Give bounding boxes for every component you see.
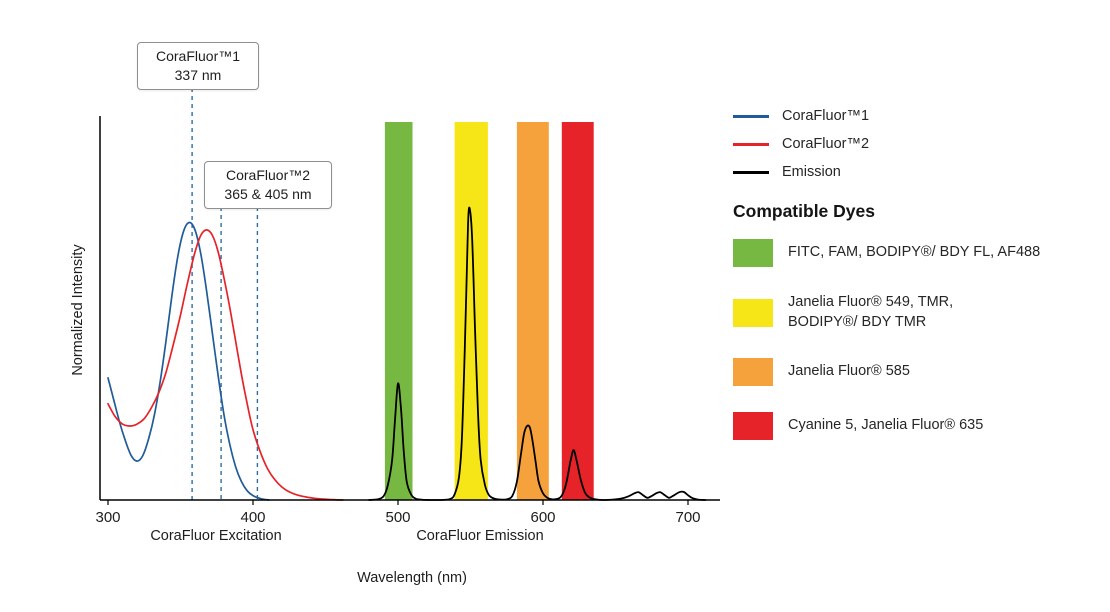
dye-item-green: FITC, FAM, BODIPY®/ BDY FL, AF488 [733,239,1040,267]
dye-color-swatch-orange [733,358,773,387]
compatible-dyes-title: Compatible Dyes [733,201,875,221]
callout-corafluor1-value: 337 nm [174,66,222,83]
legend-item-2: CoraFluor™2 [733,135,869,153]
dye-color-swatch-yellow [733,298,773,327]
legend: CoraFluor™1 CoraFluor™2 Emission [733,107,869,181]
dye-item-yellow: Janelia Fluor® 549, TMR, BODIPY®/ BDY TMR [733,293,1040,332]
x-axis-section-excitation: CoraFluor Excitation [150,528,282,544]
x-tick-label-400: 400 [240,509,265,526]
x-axis-section-emission: CoraFluor Emission [416,528,544,544]
dye-label: Janelia Fluor® 549, TMR, BODIPY®/ BDY TMR [788,294,954,330]
x-axis-title: Wavelength (nm) [357,570,467,586]
callout-corafluor2-title: CoraFluor™2 [225,167,311,183]
callout-corafluor2-value: 365 & 405 nm [224,185,312,202]
legend-item-1: CoraFluor™1 [733,107,869,125]
dye-label: Janelia Fluor® 585 [788,363,910,380]
compatible-dyes-list: FITC, FAM, BODIPY®/ BDY FL, AF488 Janelia… [733,239,1040,441]
band-yellow [454,122,488,500]
corafluor1-excitation-curve [107,221,270,501]
legend-item-3: Emission [733,163,869,181]
legend-line-swatch [733,142,769,146]
band-green [384,122,413,500]
callout-corafluor1-title: CoraFluor™1 [155,48,241,64]
y-axis-title: Normalized Intensity [70,244,86,376]
dye-label: FITC, FAM, BODIPY®/ BDY FL, AF488 [788,244,1041,261]
legend-label: Emission [782,164,841,180]
legend-label: CoraFluor™1 [782,108,870,124]
corafluor2-excitation-curve [107,229,344,501]
legend-label: CoraFluor™2 [782,136,870,152]
x-tick-label-500: 500 [385,509,410,526]
dye-color-swatch-red [733,412,773,441]
dye-item-orange: Janelia Fluor® 585 [733,358,1040,387]
band-red [561,122,594,500]
dye-item-red: Cyanine 5, Janelia Fluor® 635 [733,412,1040,441]
x-tick-label-700: 700 [675,509,700,526]
legend-line-swatch [733,114,769,118]
x-tick-label-300: 300 [95,509,120,526]
callout-corafluor1: CoraFluor™1 337 nm [137,42,259,90]
spectra-chart: 300 400 500 600 700 [95,80,720,526]
dye-label: Cyanine 5, Janelia Fluor® 635 [788,417,984,434]
callout-corafluor2: CoraFluor™2 365 & 405 nm [204,161,332,209]
legend-line-swatch [733,170,769,174]
band-orange [516,122,549,500]
x-tick-label-600: 600 [530,509,555,526]
dye-color-swatch-green [733,239,773,267]
